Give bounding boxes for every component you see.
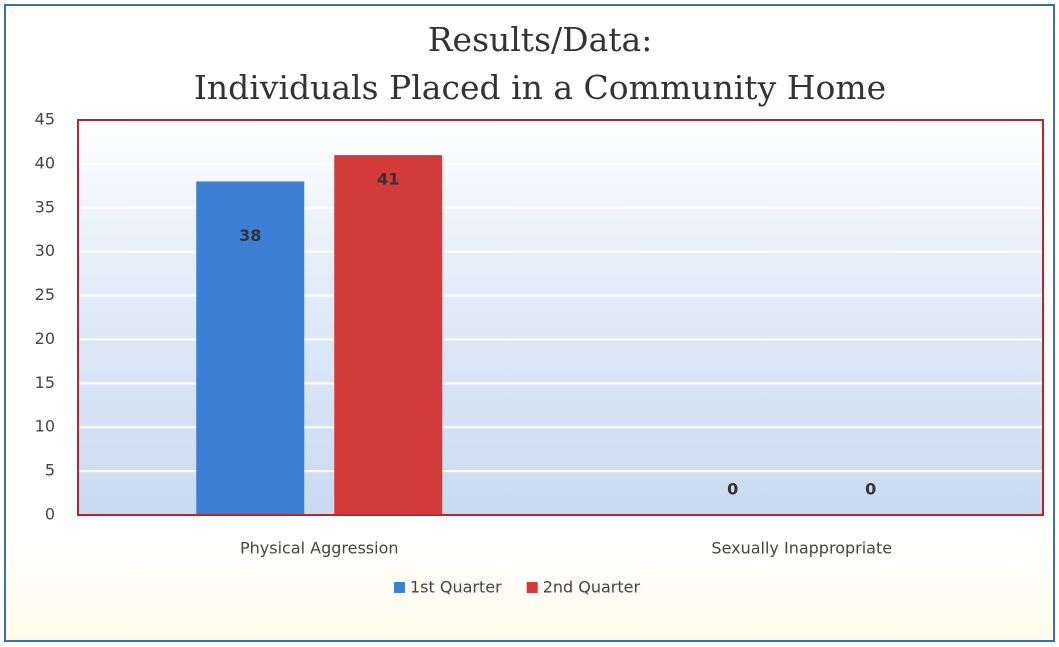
- y-tick-label: 30: [35, 241, 55, 260]
- bar: [196, 181, 305, 515]
- legend-swatch: [394, 582, 405, 593]
- y-tick-label: 25: [35, 285, 55, 304]
- chart-title: Results/Data:: [428, 20, 653, 59]
- y-tick-label: 40: [35, 153, 55, 172]
- bar: [334, 155, 443, 515]
- y-tick-label: 0: [45, 505, 55, 524]
- data-label: 38: [239, 226, 261, 245]
- y-tick-label: 20: [35, 329, 55, 348]
- x-tick-label: Sexually Inappropriate: [711, 539, 892, 558]
- data-label: 41: [377, 170, 399, 189]
- legend-label: 2nd Quarter: [543, 578, 641, 597]
- plot-border: [77, 119, 1044, 516]
- y-tick-label: 15: [35, 373, 55, 392]
- y-tick-label: 10: [35, 417, 55, 436]
- y-tick-label: 35: [35, 197, 55, 216]
- y-tick-label: 45: [35, 110, 55, 129]
- legend-label: 1st Quarter: [410, 578, 502, 597]
- y-tick-label: 5: [45, 461, 55, 480]
- x-tick-label: Physical Aggression: [240, 539, 399, 558]
- legend-swatch: [526, 582, 538, 593]
- data-label: 0: [865, 480, 876, 499]
- chart-title: Individuals Placed in a Community Home: [194, 68, 886, 107]
- data-label: 0: [727, 480, 738, 499]
